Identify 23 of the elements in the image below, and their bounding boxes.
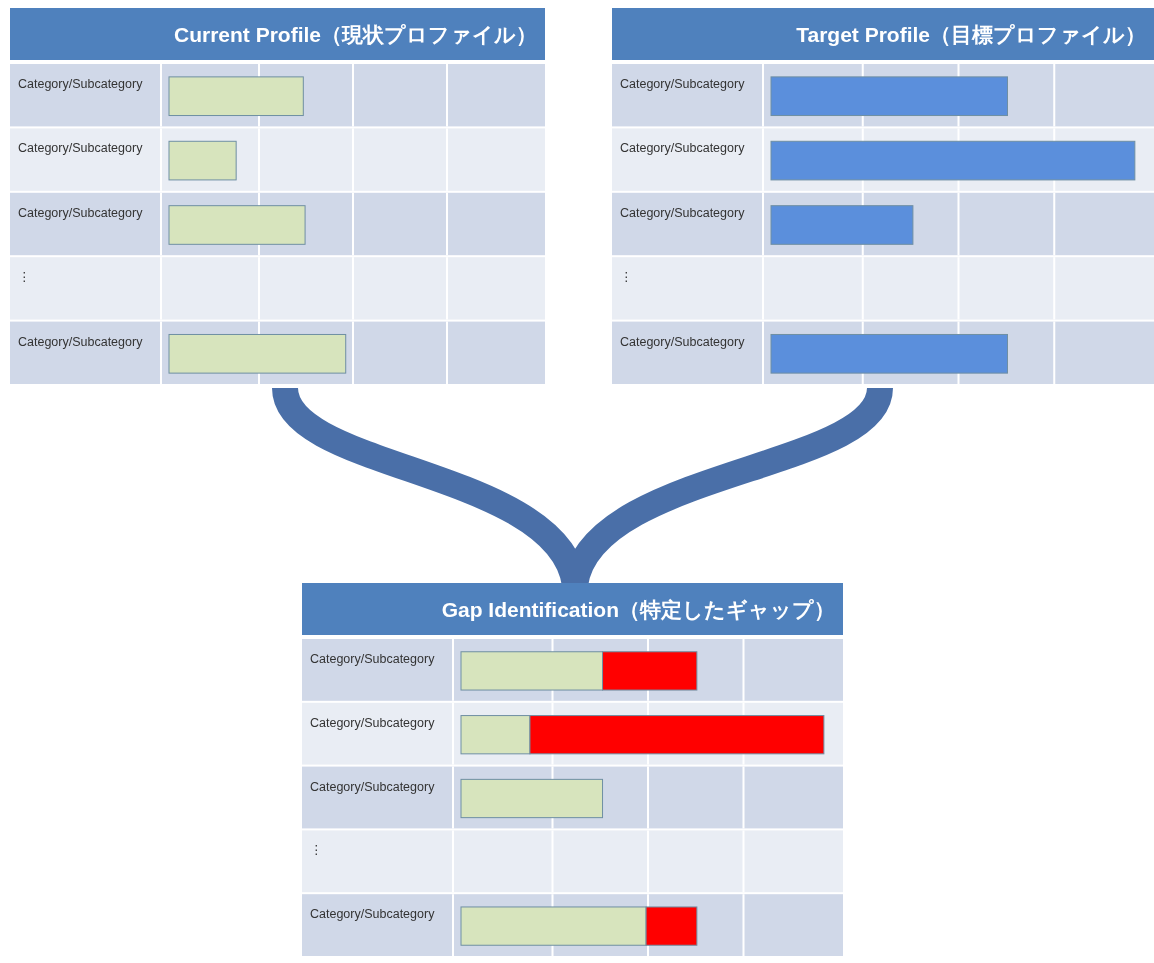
y-tick-label: Category/Subcategory (310, 779, 436, 794)
y-tick-label: Category/Subcategory (18, 141, 144, 156)
bar (168, 205, 306, 245)
y-tick-label: Category/Subcategory (310, 907, 436, 922)
y-tick-label: ⋮ (18, 270, 31, 285)
y-tick-label: Category/Subcategory (18, 77, 144, 91)
y-tick-label: Category/Subcategory (18, 205, 144, 220)
chart-title: Target Profile（目標プロファイル） (796, 23, 1146, 46)
y-tick-label: ⋮ (310, 843, 323, 858)
y-tick-label: Category/Subcategory (18, 334, 144, 349)
bar (460, 778, 604, 819)
y-tick-label: Category/Subcategory (620, 334, 746, 349)
y-tick-label: ⋮ (620, 270, 633, 285)
chart-title: Gap Identification（特定したギャップ） (441, 598, 835, 621)
chart-title: Current Profile（現状プロファイル） (173, 23, 537, 46)
y-tick-label: Category/Subcategory (310, 715, 436, 730)
y-tick-label: Category/Subcategory (620, 141, 746, 156)
bar (168, 140, 237, 181)
y-tick-label: Category/Subcategory (620, 205, 746, 220)
bar (168, 76, 304, 117)
y-tick-label: Category/Subcategory (310, 652, 436, 666)
y-tick-label: Category/Subcategory (620, 77, 746, 91)
bar (168, 333, 347, 374)
